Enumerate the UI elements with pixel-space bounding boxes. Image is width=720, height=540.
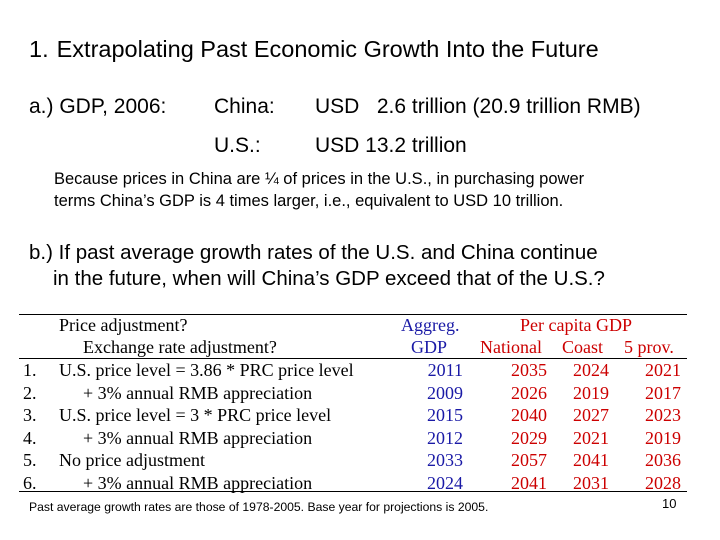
- table-header-rule: [19, 358, 687, 359]
- aggregate-gdp-year: 2015: [427, 405, 463, 426]
- five-prov-year: 2023: [645, 405, 681, 426]
- national-year: 2026: [511, 382, 547, 403]
- aggregate-gdp-year: 2033: [427, 450, 463, 471]
- table-bottom-rule: [19, 491, 687, 492]
- row-label: No price adjustment: [59, 450, 205, 471]
- footnote: Past average growth rates are those of 1…: [29, 500, 489, 514]
- coast-year: 2021: [573, 427, 609, 448]
- aggregate-gdp-year: 2024: [427, 473, 463, 493]
- five-prov-year: 2017: [645, 382, 681, 403]
- row-label: U.S. price level = 3 * PRC price level: [59, 405, 332, 426]
- header-price-adjustment: Price adjustment?: [59, 315, 188, 335]
- header-per-capita-gdp: Per capita GDP: [520, 315, 632, 335]
- section-a-label: a.) GDP, 2006:: [29, 95, 167, 118]
- china-label: China:: [214, 95, 275, 118]
- header-5-prov: 5 prov.: [624, 337, 674, 357]
- five-prov-year: 2028: [645, 473, 681, 493]
- section-b-line-2: in the future, when will China’s GDP exc…: [53, 267, 605, 290]
- title-text: Extrapolating Past Economic Growth Into …: [56, 36, 599, 62]
- row-number: 1.: [23, 360, 37, 380]
- ppp-note-line-1: Because prices in China are ¼ of prices …: [54, 170, 585, 188]
- section-b-line-1: b.) If past average growth rates of the …: [29, 241, 598, 264]
- five-prov-year: 2019: [645, 427, 681, 448]
- row-number: 6.: [23, 473, 37, 493]
- row-label: + 3% annual RMB appreciation: [83, 382, 313, 403]
- ppp-note: Because prices in China are ¼ of prices …: [54, 168, 584, 212]
- row-number: 5.: [23, 450, 37, 471]
- national-year: 2035: [511, 360, 547, 380]
- aggregate-gdp-year: 2012: [427, 427, 463, 448]
- national-year: 2041: [511, 473, 547, 493]
- row-number: 2.: [23, 382, 37, 403]
- header-exchange-rate-adjustment: Exchange rate adjustment?: [83, 337, 277, 357]
- five-prov-year: 2036: [645, 450, 681, 471]
- coast-year: 2031: [573, 473, 609, 493]
- aggregate-gdp-year: 2011: [427, 360, 463, 380]
- row-label: + 3% annual RMB appreciation: [83, 427, 313, 448]
- ppp-note-line-2: terms China’s GDP is 4 times larger, i.e…: [54, 192, 564, 210]
- row-number: 4.: [23, 427, 37, 448]
- coast-year: 2019: [573, 382, 609, 403]
- table-top-rule: [19, 314, 687, 315]
- header-gdp: GDP: [411, 337, 448, 357]
- china-gdp-value: USD 2.6 trillion (20.9 trillion RMB): [315, 95, 641, 118]
- us-gdp-value: USD 13.2 trillion: [315, 134, 467, 157]
- header-aggreg: Aggreg.: [401, 315, 460, 335]
- national-year: 2029: [511, 427, 547, 448]
- title-number: 1.: [29, 36, 49, 62]
- header-coast: Coast: [562, 337, 604, 357]
- header-national: National: [480, 337, 542, 357]
- row-label: + 3% annual RMB appreciation: [83, 473, 313, 493]
- us-label: U.S.:: [214, 134, 261, 157]
- national-year: 2040: [511, 405, 547, 426]
- five-prov-year: 2021: [645, 360, 681, 380]
- row-number: 3.: [23, 405, 37, 426]
- page-number: 10: [662, 496, 677, 511]
- coast-year: 2041: [573, 450, 609, 471]
- aggregate-gdp-year: 2009: [427, 382, 463, 403]
- row-label: U.S. price level = 3.86 * PRC price leve…: [59, 360, 354, 380]
- section-b-question: b.) If past average growth rates of the …: [29, 240, 605, 292]
- slide-title: 1. Extrapolating Past Economic Growth Int…: [29, 36, 599, 63]
- coast-year: 2027: [573, 405, 609, 426]
- coast-year: 2024: [573, 360, 609, 380]
- national-year: 2057: [511, 450, 547, 471]
